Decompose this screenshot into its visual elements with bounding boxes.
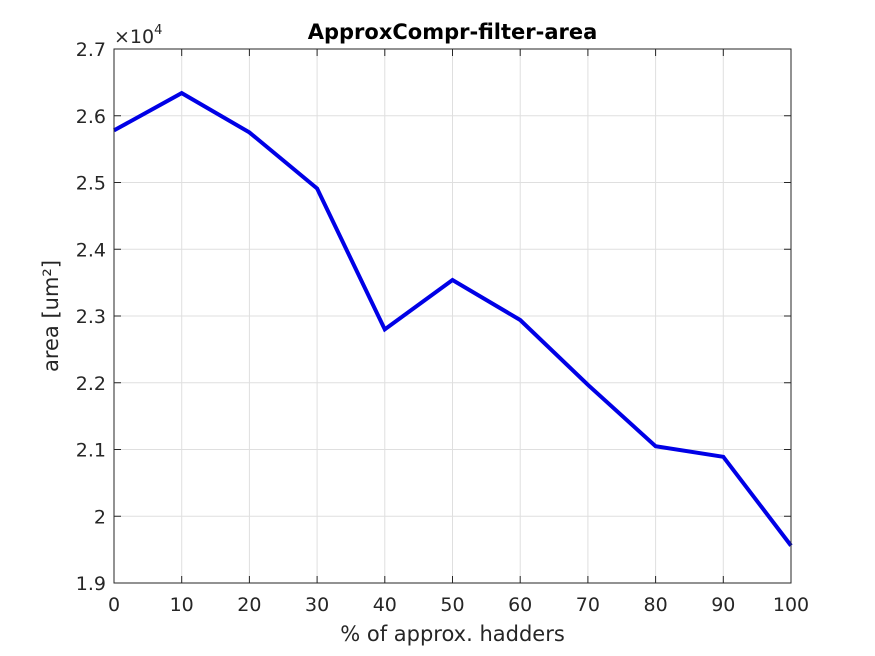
y-exponent-base: ×10 <box>114 26 154 48</box>
x-axis: 0 10 20 30 40 50 60 70 80 90 100 <box>108 49 809 616</box>
x-tick-label: 70 <box>576 594 600 616</box>
y-axis: 1.9 2 2.1 2.2 2.3 2.4 2.5 2.6 2.7 <box>76 39 791 595</box>
x-tick-label: 40 <box>373 594 397 616</box>
y-tick-label: 2.6 <box>76 106 106 128</box>
x-tick-label: 90 <box>711 594 735 616</box>
grid <box>113 48 792 584</box>
chart-title: ApproxCompr-filter-area <box>308 20 598 44</box>
y-axis-exponent: ×104 <box>114 23 162 48</box>
y-tick-label: 2.5 <box>76 173 106 195</box>
x-tick-label: 100 <box>773 594 809 616</box>
y-axis-label: area [um²] <box>39 260 63 372</box>
x-tick-label: 0 <box>108 594 120 616</box>
y-tick-label: 2.1 <box>76 440 106 462</box>
x-axis-label: % of approx. hadders <box>340 622 565 646</box>
x-tick-label: 30 <box>305 594 329 616</box>
y-tick-label: 2.4 <box>76 239 106 261</box>
y-tick-label: 2.3 <box>76 306 106 328</box>
y-tick-label: 2.2 <box>76 373 106 395</box>
y-tick-label: 1.9 <box>76 573 106 595</box>
y-tick-label: 2 <box>94 506 106 528</box>
x-tick-label: 80 <box>644 594 668 616</box>
y-exponent-power: 4 <box>154 23 162 38</box>
x-tick-label: 10 <box>170 594 194 616</box>
x-tick-label: 50 <box>440 594 464 616</box>
x-tick-label: 20 <box>237 594 261 616</box>
y-tick-label: 2.7 <box>76 39 106 61</box>
x-tick-label: 60 <box>508 594 532 616</box>
